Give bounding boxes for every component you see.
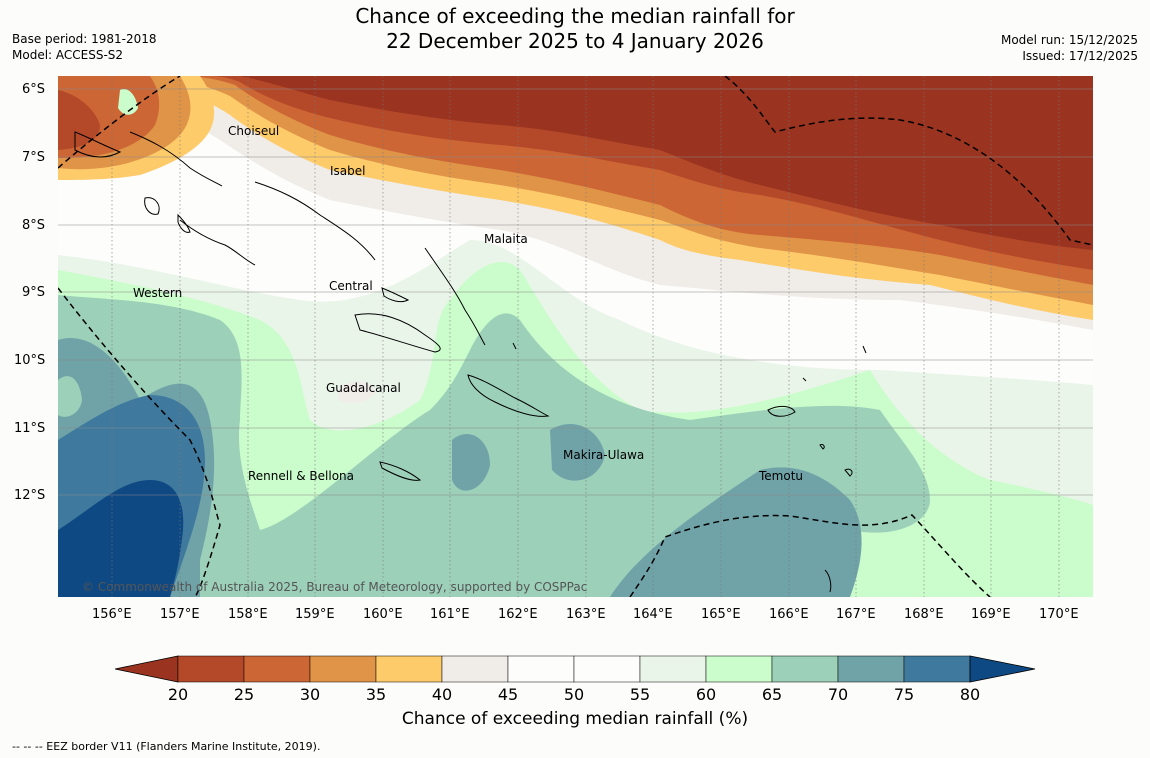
colorbar-swatch [507,655,575,683]
lon-label-167e: 167°E [836,607,876,622]
ndende-island [767,405,796,417]
lon-label-162e: 162°E [498,607,538,622]
isabel-island [254,181,376,261]
colorbar-swatch [771,655,839,683]
lon-label-164e: 164°E [633,607,673,622]
lat-label-10s: 10°S [14,353,46,368]
lon-label-157e: 157°E [160,607,200,622]
cb-tick-60: 60 [695,685,717,704]
place-western: Western [133,286,183,300]
colorbar-extend-high [969,655,1036,683]
cb-tick-50: 50 [563,685,585,704]
cb-tick-65: 65 [761,685,783,704]
lon-label-158e: 158°E [228,607,268,622]
latitude-lines [58,88,1093,496]
small-islet-2 [819,444,825,450]
cb-tick-35: 35 [365,685,387,704]
colorbar-swatch [573,655,641,683]
issued-date: Issued: 17/12/2025 [1022,49,1138,63]
lon-label-156e: 156°E [92,607,132,622]
lon-label-163e: 163°E [566,607,606,622]
colorbar-swatch [375,655,443,683]
cb-tick-80: 80 [959,685,981,704]
lon-label-159e: 159°E [295,607,335,622]
lat-label-12s: 12°S [14,488,46,503]
cb-tick-75: 75 [893,685,915,704]
meta-right: Model run: 15/12/2025 Issued: 17/12/2025 [1001,32,1138,64]
contour-fill [58,76,1093,597]
small-islet-1 [512,342,517,350]
small-islet-6 [802,377,807,382]
ranongga-island [177,213,191,233]
cb-tick-70: 70 [827,685,849,704]
eez-border [58,76,1093,597]
model-run: Model run: 15/12/2025 [1000,33,1138,47]
lon-label-168e: 168°E [904,607,944,622]
new-georgia-island [179,219,256,266]
choiseul-island [129,131,223,187]
small-islet-5 [862,345,867,354]
lat-label-8s: 8°S [22,218,46,233]
lon-label-161e: 161°E [430,607,470,622]
title-line-1: Chance of exceeding the median rainfall … [355,4,795,28]
meta-left: Base period: 1981-2018 Model: ACCESS-S2 [12,31,157,63]
base-period: Base period: 1981-2018 [12,32,157,46]
lon-label-160e: 160°E [363,607,403,622]
cb-tick-20: 20 [167,685,189,704]
place-guadalcanal: Guadalcanal [326,381,401,395]
colorbar-swatch [441,655,509,683]
place-choiseul: Choiseul [228,124,280,138]
colorbar-swatch [903,655,971,683]
colorbar-swatch [837,655,905,683]
cb-tick-45: 45 [497,685,519,704]
small-islet-4 [824,569,832,593]
lon-label-170e: 170°E [1039,607,1079,622]
title-line-2: 22 December 2025 to 4 January 2026 [386,29,764,53]
colorbar-extend-low [114,655,179,683]
shortland-island [144,197,160,215]
small-islet-3 [844,468,853,477]
lat-label-9s: 9°S [22,285,46,300]
place-malaita: Malaita [484,232,528,246]
islands [74,131,867,593]
lat-label-7s: 7°S [22,150,46,165]
place-temotu: Temotu [759,469,804,483]
model-name: Model: ACCESS-S2 [12,48,124,62]
colorbar-swatch [243,655,311,683]
bougainville-tip [74,131,122,158]
place-isabel: Isabel [330,164,366,178]
lat-label-6s: 6°S [22,82,46,97]
cb-tick-55: 55 [629,685,651,704]
colorbar-swatch [639,655,707,683]
cb-tick-40: 40 [431,685,453,704]
place-rennell-bellona: Rennell & Bellona [248,469,355,483]
graticule [111,76,1060,597]
lon-label-169e: 169°E [971,607,1011,622]
eez-footnote: -- -- -- EEZ border V11 (Flanders Marine… [12,740,321,753]
nggela-island [381,287,410,303]
colorbar-swatch [705,655,773,683]
colorbar-swatch [309,655,377,683]
colorbar [114,655,1036,683]
map-title: Chance of exceeding the median rainfall … [0,4,1150,54]
place-central: Central [329,279,373,293]
colorbar-swatch [177,655,245,683]
makira-island [467,374,550,417]
place-makira-ulawa: Makira-Ulawa [563,448,645,462]
lon-label-166e: 166°E [769,607,809,622]
guadalcanal-island [354,313,441,353]
lon-label-165e: 165°E [701,607,741,622]
cb-tick-25: 25 [233,685,255,704]
malaita-island [424,247,486,346]
lat-label-11s: 11°S [14,421,46,436]
rennell-island [379,461,422,481]
copyright-notice: © Commonwealth of Australia 2025, Bureau… [82,580,588,594]
colorbar-title: Chance of exceeding median rainfall (%) [401,709,749,729]
cb-tick-30: 30 [299,685,321,704]
